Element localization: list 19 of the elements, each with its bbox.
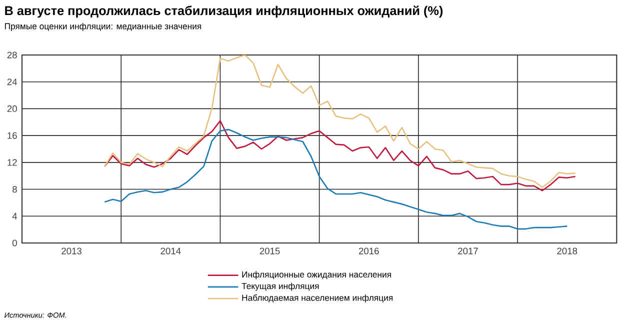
y-tick-label: 12: [8, 159, 17, 166]
y-tick-label: 28: [7, 52, 17, 58]
chart-title: В августе продолжилась стабилизация инфляционных ожиданий (%): [5, 6, 443, 18]
x-tick-label: 2016: [358, 248, 379, 254]
chart-subtitle: Прямые оценки инфляции: медианные значения: [4, 22, 202, 32]
y-tick-label: 0: [12, 240, 17, 246]
x-tick-label: 2014: [160, 248, 181, 254]
x-tick-label: 2018: [557, 248, 578, 254]
y-tick-label: 20: [7, 105, 17, 112]
x-tick-label: 2015: [260, 248, 280, 254]
x-tick-label: 2017: [458, 248, 478, 254]
y-tick-label: 24: [7, 78, 18, 86]
x-tick-label: 2013: [62, 248, 82, 254]
legend-label: Текущая инфляция: [242, 282, 319, 291]
y-tick-label: 16: [8, 132, 17, 139]
y-tick-label: 4: [12, 212, 18, 220]
legend-label: Инфляционные ожидания населения: [242, 271, 391, 280]
y-tick-label: 8: [12, 186, 17, 193]
legend-label: Наблюдаемая населением инфляция: [242, 294, 393, 303]
